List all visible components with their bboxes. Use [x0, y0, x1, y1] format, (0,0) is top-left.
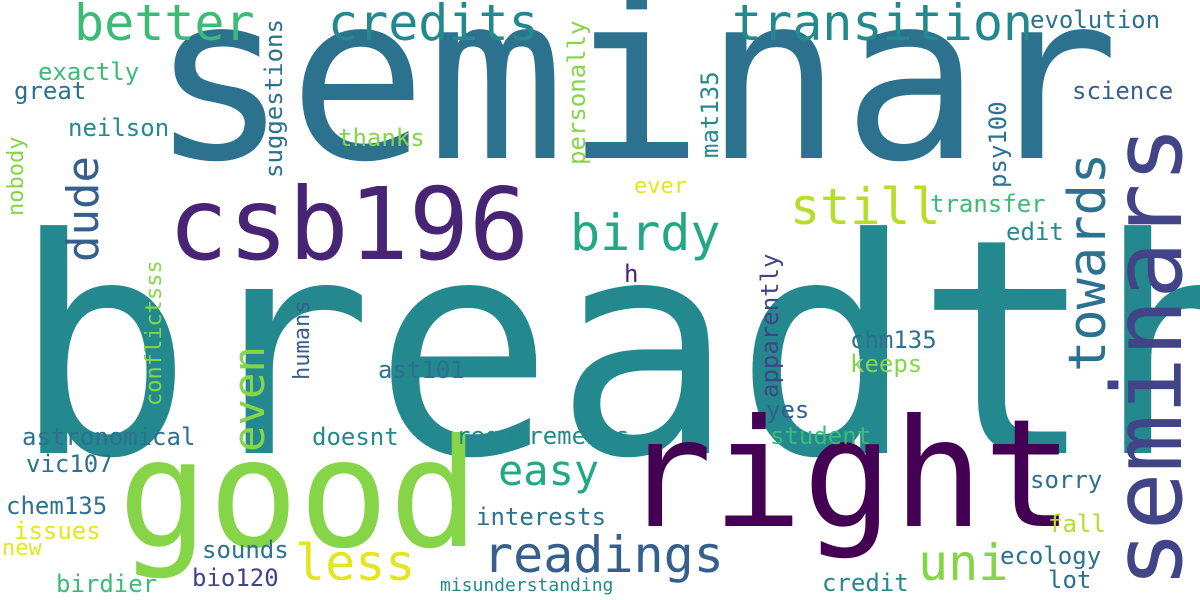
word-science: science [1072, 77, 1174, 105]
word-uni: uni [918, 534, 1009, 592]
word-conflictsss: conflictsss [142, 260, 167, 406]
word-edit: edit [1006, 218, 1064, 246]
word-mat135: mat135 [696, 71, 724, 158]
word-credit: credit [822, 569, 909, 597]
word-chem135: chem135 [6, 492, 108, 520]
word-credits: credits [328, 0, 539, 52]
word-breadth: breadth [12, 175, 1200, 524]
word-still: still [790, 178, 941, 236]
word-fall: fall [1048, 510, 1106, 538]
word-birdier: birdier [56, 570, 158, 598]
word-readings: readings [483, 526, 724, 584]
word-thanks: thanks [338, 124, 425, 152]
word-astronomical: astronomical [22, 423, 196, 451]
word-doesnt: doesnt [312, 423, 399, 451]
word-ever: ever [634, 174, 687, 199]
word-psy100: psy100 [984, 101, 1012, 188]
word-new: new [2, 536, 42, 561]
word-even: even [224, 346, 275, 452]
word-humans: humans [290, 300, 315, 380]
word-birdy: birdy [570, 204, 721, 262]
word-yes: yes [766, 396, 810, 424]
word-right: right [622, 388, 1074, 562]
word-ast101: ast101 [378, 356, 465, 384]
word-exactly: exactly [38, 58, 140, 86]
word-better: better [74, 0, 255, 52]
word-issues: issues [14, 517, 101, 545]
word-great: great [14, 77, 87, 105]
word-personally: personally [563, 20, 591, 166]
word-interests: interests [476, 503, 607, 531]
word-student: student [770, 422, 872, 450]
word-sounds: sounds [202, 536, 289, 564]
word-seminar: seminar [150, 0, 1120, 213]
word-csb196: csb196 [168, 166, 530, 283]
word-misunderstanding: misunderstanding [440, 575, 614, 596]
word-requirements: requirements [456, 422, 630, 450]
word-transfer: transfer [930, 190, 1046, 218]
word-apparently: apparently [756, 253, 784, 399]
word-h: h [624, 260, 639, 288]
word-good: good [118, 408, 480, 582]
word-bio120: bio120 [192, 564, 279, 592]
word-keeps: keeps [850, 350, 923, 378]
word-suggestions: suggestions [260, 19, 288, 178]
word-sorry: sorry [1030, 466, 1103, 494]
word-dude: dude [58, 156, 109, 262]
word-chm135: chm135 [850, 326, 937, 354]
word-less: less [295, 534, 416, 592]
word-lot: lot [1048, 566, 1092, 594]
word-ecology: ecology [1000, 542, 1102, 570]
word-towards: towards [1058, 152, 1118, 372]
word-transition: transition [732, 0, 1034, 52]
word-evolution: evolution [1030, 6, 1161, 34]
word-neilson: neilson [68, 114, 170, 142]
word-nobody: nobody [4, 136, 29, 216]
word-easy: easy [498, 446, 600, 495]
word-vic107: vic107 [26, 450, 113, 478]
